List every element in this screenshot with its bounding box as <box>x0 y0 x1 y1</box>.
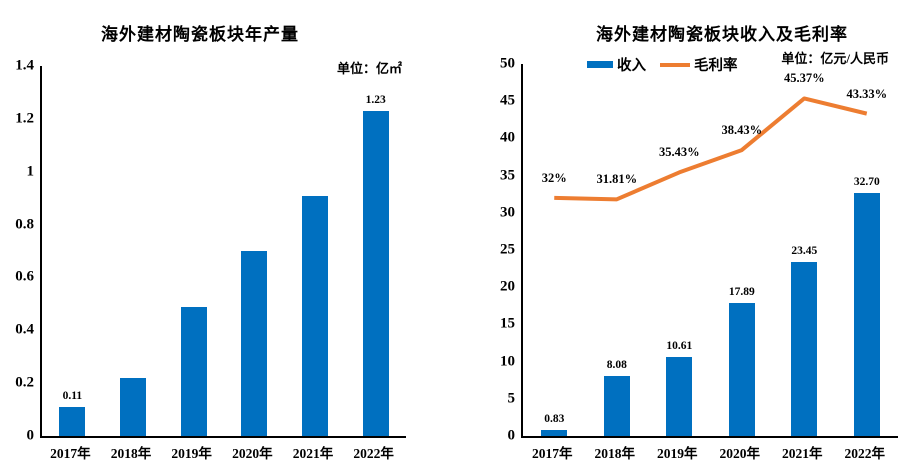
y-tick-label: 0.8 <box>15 216 34 233</box>
y-tick-label: 1.4 <box>15 57 34 74</box>
x-tick-label: 2019年 <box>171 446 212 461</box>
x-axis-labels: 2017年 2018年 2019年 2020年 2021年 2022年 <box>40 442 404 462</box>
chart-title: 海外建材陶瓷板块收入及毛利率 <box>596 25 848 44</box>
x-tick-label: 2022年 <box>353 446 394 461</box>
bar <box>666 357 693 436</box>
bar-value-label: 32.70 <box>853 176 880 189</box>
y-tick-label: 10 <box>500 353 515 370</box>
bar <box>180 306 207 436</box>
y-tick-label: 0 <box>26 427 35 444</box>
bar-value-label: 17.89 <box>728 286 755 299</box>
x-tick-label: 2021年 <box>782 446 823 461</box>
margin-line <box>554 96 868 202</box>
y-tick-label: 0.2 <box>15 374 34 391</box>
production-chart: 海外建材陶瓷板块年产量 单位：亿㎡ 0 0.2 0.4 0.6 0.8 1 1.2 1.4 0.… <box>0 0 458 472</box>
margin-line-swatch-icon <box>660 62 690 67</box>
revenue-margin-chart: 海外建材陶瓷板块收入及毛利率 单位：亿元/人民币 收入 毛利率 0 5 10 15 20… <box>459 0 917 472</box>
line-point-label: 32% <box>541 170 567 185</box>
unit-label: 单位：亿㎡ <box>336 61 402 76</box>
x-tick-label: 2017年 <box>532 446 573 461</box>
bar <box>59 406 86 436</box>
unit-label: 单位：亿元/人民币 <box>781 51 889 66</box>
bar <box>791 261 818 436</box>
bar-value-label: 8.08 <box>606 359 627 372</box>
x-axis-labels: 2017年 2018年 2019年 2020年 2021年 2022年 <box>521 442 896 462</box>
x-tick-label: 2019年 <box>657 446 698 461</box>
y-tick-label: 50 <box>500 55 515 72</box>
y-tick-label: 35 <box>500 167 515 184</box>
plot-area: 0 5 10 15 20 25 30 35 40 45 50 0.83 8.08 10.61 17.89 23… <box>500 56 898 443</box>
line-point-label: 31.81% <box>596 172 638 187</box>
line-point-label: 35.43% <box>658 145 700 160</box>
revenue-bar-swatch-icon <box>587 61 613 68</box>
line-point-label: 45.37% <box>783 71 825 86</box>
bar-value-label: 23.45 <box>791 244 818 257</box>
y-tick-label: 5 <box>507 390 516 407</box>
y-tick-label: 0.4 <box>15 321 34 338</box>
chart-title: 海外建材陶瓷板块年产量 <box>101 25 299 44</box>
line-point-label: 38.43% <box>721 123 763 138</box>
y-tick-label: 1 <box>26 163 35 180</box>
legend-label-revenue: 收入 <box>617 58 646 74</box>
legend-item-revenue: 收入 <box>587 54 646 75</box>
legend-label-margin: 毛利率 <box>694 58 738 74</box>
bar <box>362 110 389 436</box>
bar <box>728 302 755 436</box>
x-tick-label: 2018年 <box>110 446 152 461</box>
y-tick-label: 0 <box>507 427 516 444</box>
bar <box>120 377 146 436</box>
x-tick-label: 2022年 <box>844 446 886 461</box>
bar <box>302 195 328 436</box>
y-tick-label: 30 <box>500 204 515 221</box>
x-tick-label: 2021年 <box>292 446 334 461</box>
bar-value-label: 0.83 <box>544 413 565 426</box>
bar-value-label: 10.61 <box>666 340 693 353</box>
x-tick-label: 2018年 <box>594 446 636 461</box>
y-tick-label: 25 <box>500 241 515 258</box>
legend: 收入 毛利率 <box>587 54 752 75</box>
y-tick-label: 20 <box>500 278 515 295</box>
line-point-label: 43.33% <box>846 86 888 101</box>
y-tick-label: 1.2 <box>15 110 34 127</box>
bar <box>853 192 880 436</box>
x-tick-label: 2020年 <box>232 446 273 461</box>
bar-value-label: 0.11 <box>62 390 83 403</box>
x-tick-label: 2020年 <box>719 446 761 461</box>
y-tick-label: 15 <box>500 315 515 332</box>
bar-value-label: 1.23 <box>365 94 386 107</box>
bar <box>603 375 630 436</box>
y-tick-label: 0.6 <box>15 268 34 285</box>
y-tick-label: 45 <box>500 92 515 109</box>
bar <box>241 251 268 436</box>
legend-item-margin: 毛利率 <box>660 54 738 75</box>
x-tick-label: 2017年 <box>50 446 91 461</box>
plot-area: 0 0.2 0.4 0.6 0.8 1 1.2 1.4 0.11 1.23 <box>15 58 406 443</box>
y-tick-label: 40 <box>500 129 515 146</box>
bar <box>541 429 568 436</box>
